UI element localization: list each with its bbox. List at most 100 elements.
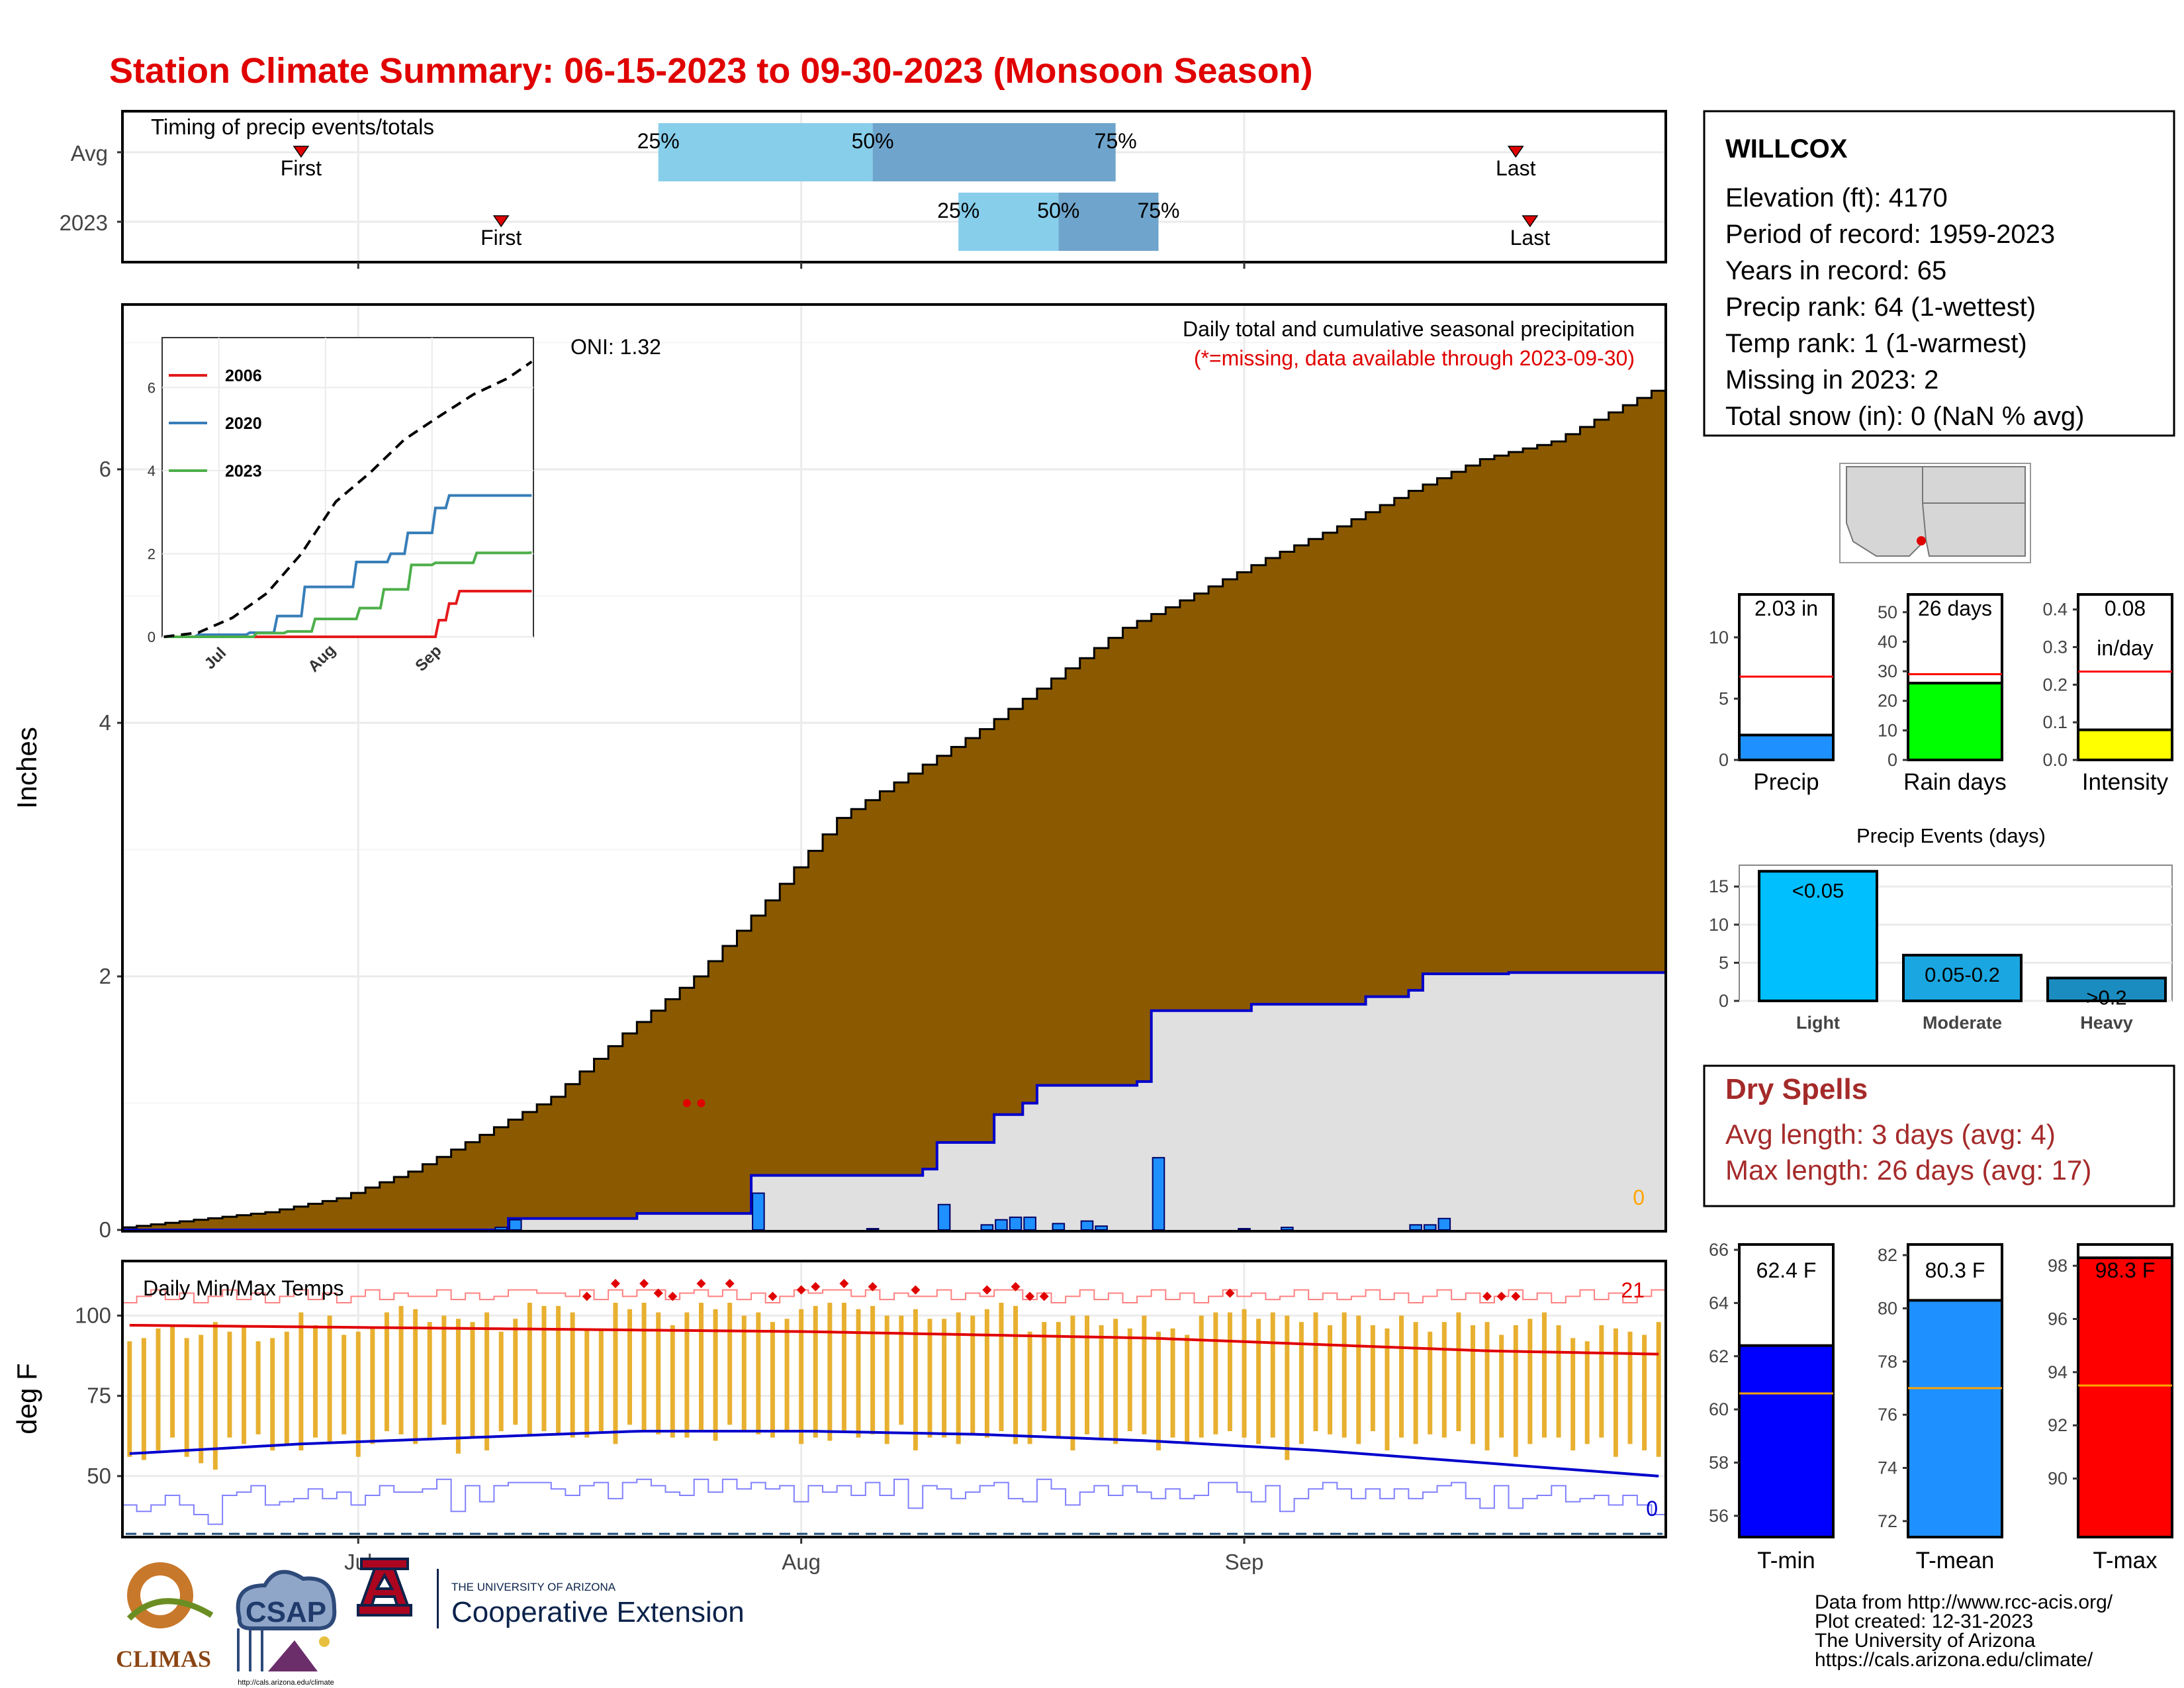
precip-ylabel: Inches: [11, 727, 42, 809]
inset-ytick-label: 6: [148, 379, 156, 396]
timing-percent-label: 25%: [937, 199, 979, 222]
daily-temp-range-bar: [1342, 1312, 1347, 1438]
daily-temp-range-bar: [327, 1315, 332, 1444]
record-high-marker: [1511, 1291, 1521, 1301]
temp-mini-ytick-label: 64: [1709, 1293, 1729, 1313]
temp-mini-value-label: 80.3 F: [1925, 1258, 1985, 1282]
daily-temp-range-bar: [1570, 1338, 1576, 1451]
inset-ytick-label: 0: [148, 629, 156, 645]
daily-temp-range-bar: [1656, 1322, 1661, 1457]
daily-temp-range-bar: [1456, 1312, 1461, 1431]
ua-big-text: Cooperative Extension: [451, 1596, 745, 1628]
daily-temp-range-bar: [756, 1312, 761, 1434]
timing-row-label-avg: Avg: [71, 141, 108, 165]
daily-precip-bar: [1281, 1227, 1294, 1231]
record-max-temp-line: [122, 1289, 1666, 1304]
daily-temp-range-bar: [427, 1322, 432, 1438]
daily-temp-range-bar: [1413, 1322, 1418, 1444]
precip-caption: Daily total and cumulative seasonal prec…: [1183, 317, 1635, 341]
daily-temp-range-bar: [1599, 1325, 1604, 1438]
zero-note: 0: [1633, 1186, 1645, 1209]
temp-mini-ytick-label: 58: [1709, 1452, 1729, 1472]
footer-line-3: The University of Arizona: [1815, 1630, 2036, 1652]
date-xtick-label: Sep: [1225, 1550, 1264, 1574]
timing-band-50-75: [872, 123, 1116, 181]
precip-ytick-label: 2: [99, 964, 111, 988]
mini-chart-value-label: 2.03 in: [1754, 596, 1818, 620]
timing-last-label: Last: [1510, 226, 1551, 250]
daily-temp-range-bar: [1527, 1319, 1533, 1444]
daily-temp-range-bar: [1113, 1319, 1118, 1444]
daily-temp-range-bar: [813, 1305, 818, 1438]
csap-logo-text: CSAP: [246, 1596, 326, 1628]
daily-precip-bar: [1080, 1220, 1094, 1231]
inset-legend-label: 2006: [225, 367, 262, 385]
mini-chart-ytick-label: 0.1: [2042, 712, 2068, 732]
daily-temp-range-bar: [1370, 1325, 1375, 1431]
daily-temp-range-bar: [1541, 1312, 1547, 1438]
timing-last-marker: [1522, 215, 1539, 228]
temp-mini-ytick-label: 80: [1878, 1298, 1897, 1318]
timing-band-25-50: [658, 123, 873, 181]
daily-temp-range-bar: [741, 1315, 747, 1431]
daily-temp-range-bar: [856, 1309, 861, 1438]
daily-temp-range-bar: [1227, 1312, 1232, 1431]
timing-percent-label: 25%: [637, 129, 680, 153]
daily-temp-range-bar: [770, 1322, 775, 1438]
daily-temp-range-bar: [255, 1341, 261, 1434]
precip-ytick-label: 6: [99, 457, 111, 481]
daily-temp-range-bar: [613, 1303, 618, 1444]
daily-precip-bar: [866, 1228, 880, 1231]
daily-precip-bar: [1437, 1217, 1451, 1231]
station-info-line: Years in record: 65: [1725, 256, 1946, 285]
daily-temp-range-bar: [1270, 1312, 1275, 1438]
daily-temp-range-bar: [1356, 1315, 1361, 1444]
daily-precip-bar: [1095, 1225, 1108, 1231]
record-high-marker: [696, 1278, 706, 1288]
footer-line-4: https://cals.arizona.edu/climate/: [1815, 1649, 2093, 1671]
record-high-marker: [610, 1278, 620, 1288]
precip-ytick-label: 0: [99, 1217, 111, 1242]
daily-temp-range-bar: [1213, 1312, 1218, 1434]
daily-temp-range-bar: [1627, 1331, 1633, 1444]
temp-ytick-label: 50: [87, 1464, 111, 1488]
temp-ytick-label: 100: [75, 1303, 111, 1327]
record-low-count: 0: [1646, 1497, 1658, 1521]
daily-precip-bar: [1052, 1223, 1066, 1231]
record-high-marker: [1039, 1291, 1049, 1301]
climas-logo-text: CLIMAS: [116, 1646, 211, 1672]
daily-temp-range-bar: [227, 1331, 232, 1438]
mini-chart-ytick-label: 10: [1709, 628, 1729, 647]
events-ytick-label: 0: [1719, 991, 1729, 1011]
daily-temp-range-bar: [927, 1319, 933, 1438]
timing-title: Timing of precip events/totals: [151, 115, 434, 139]
mini-chart-ytick-label: 0: [1888, 750, 1897, 770]
temp-panel-title: Daily Min/Max Temps: [143, 1276, 343, 1300]
daily-temp-range-bar: [212, 1322, 218, 1470]
dry-spells-frame: [1703, 1064, 2175, 1207]
temp-mini-ytick-label: 76: [1878, 1405, 1897, 1425]
temp-mini-ytick-label: 98: [2048, 1256, 2068, 1276]
daily-temp-range-bar: [1328, 1325, 1333, 1434]
inset-ytick-label: 2: [148, 545, 156, 562]
temp-mini-ytick-label: 90: [2048, 1469, 2068, 1489]
record-high-marker: [1011, 1282, 1021, 1291]
temp-mini-ytick-label: 72: [1878, 1511, 1897, 1531]
daily-temp-range-bar: [1613, 1328, 1618, 1457]
station-info-panel: WILLCOX Elevation (ft): 4170 Period of re…: [1703, 110, 2175, 437]
mini-chart-ytick-label: 10: [1878, 720, 1897, 740]
temp-mini-value-bar: [1907, 1299, 2003, 1539]
mini-chart-ytick-label: 0: [1719, 750, 1729, 770]
season-mini-charts: 0 5 10 2.03 in Precip 0 10 20 30 40 50 26 days Rain …: [1709, 593, 2173, 795]
map-states: [1846, 466, 2026, 557]
temp-mini-ytick-label: 96: [2048, 1309, 2068, 1329]
mini-chart-value-bar: [1738, 733, 1835, 761]
daily-precip-bar: [1009, 1216, 1023, 1231]
avg-max-temp-line: [129, 1323, 1659, 1356]
precip-panel: Inches 0 2 4 6 Daily total and cumulative se…: [11, 303, 1667, 1242]
timing-first-label: First: [281, 156, 322, 180]
temp-mini-value-label: 98.3 F: [2095, 1258, 2156, 1282]
date-xtick-label: Aug: [782, 1550, 821, 1574]
daily-temp-range-bar: [956, 1312, 961, 1444]
daily-temp-range-bar: [1042, 1322, 1047, 1431]
